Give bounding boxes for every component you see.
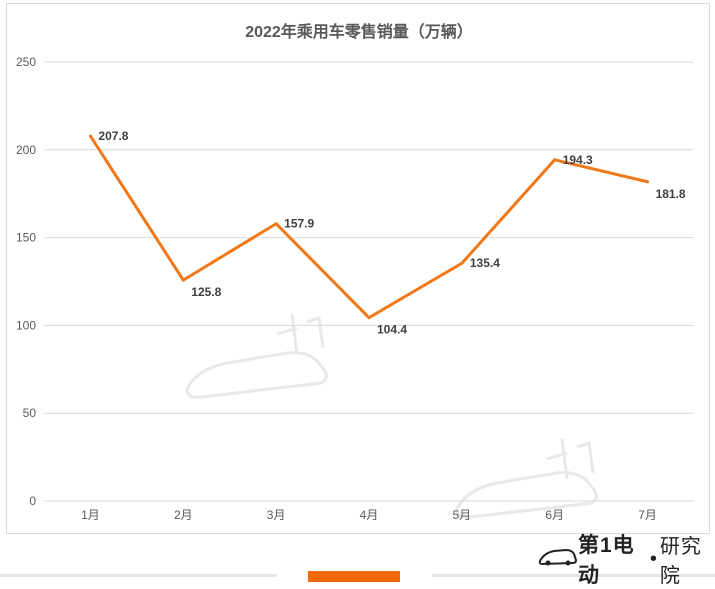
data-label: 207.8 <box>98 129 128 143</box>
footer-divider-right <box>432 574 715 577</box>
footer-divider-left <box>0 574 277 577</box>
y-tick-label: 250 <box>16 55 36 69</box>
data-point <box>88 134 92 138</box>
footer: 第1电动 • 研究院 <box>0 534 715 589</box>
data-point <box>274 222 278 226</box>
y-tick-label: 50 <box>23 406 37 420</box>
brand-logo: 第1电动 • 研究院 <box>538 534 715 587</box>
x-tick-label: 4月 <box>360 508 379 522</box>
x-tick-label: 2月 <box>174 508 193 522</box>
gridlines <box>44 61 694 502</box>
data-label: 135.4 <box>470 256 500 270</box>
chart-frame: 2022年乘用车零售销量（万辆） 0 50 100 150 200 250 1月 2月 3月 4… <box>6 3 710 534</box>
y-tick-label: 100 <box>16 318 36 332</box>
x-tick-label: 7月 <box>638 508 657 522</box>
car-logo-icon <box>538 547 578 572</box>
y-tick-label: 150 <box>16 231 36 245</box>
data-label: 157.9 <box>284 217 314 231</box>
x-tick-label: 1月 <box>81 508 100 522</box>
data-point <box>460 261 464 265</box>
data-point <box>367 316 371 320</box>
brand-separator: • <box>649 547 657 570</box>
data-labels: 207.8 125.8 157.9 104.4 135.4 194.3 181.8 <box>98 129 685 337</box>
footer-accent-bar <box>308 571 400 582</box>
x-axis-ticks: 1月 2月 3月 4月 5月 6月 7月 <box>81 508 657 522</box>
line-chart: 2022年乘用车零售销量（万辆） 0 50 100 150 200 250 1月 2月 3月 4… <box>16 22 694 522</box>
brand-subtitle: 研究院 <box>659 536 702 587</box>
data-point <box>553 158 557 162</box>
brand-name: 第1电动 <box>578 534 635 587</box>
data-label: 181.8 <box>656 187 686 201</box>
data-point <box>181 278 185 282</box>
watermark-logo <box>185 313 328 399</box>
watermark-logo <box>455 438 598 519</box>
series-line-layer <box>88 134 650 320</box>
chart-title: 2022年乘用车零售销量（万辆） <box>245 22 473 41</box>
y-tick-label: 0 <box>29 494 36 508</box>
data-label: 194.3 <box>563 153 593 167</box>
y-axis-ticks: 0 50 100 150 200 250 <box>16 55 36 508</box>
data-point <box>646 180 650 184</box>
data-label: 125.8 <box>191 285 221 299</box>
x-tick-label: 5月 <box>453 508 472 522</box>
y-tick-label: 200 <box>16 143 36 157</box>
data-label: 104.4 <box>377 323 407 337</box>
x-tick-label: 6月 <box>545 508 564 522</box>
x-tick-label: 3月 <box>267 508 286 522</box>
